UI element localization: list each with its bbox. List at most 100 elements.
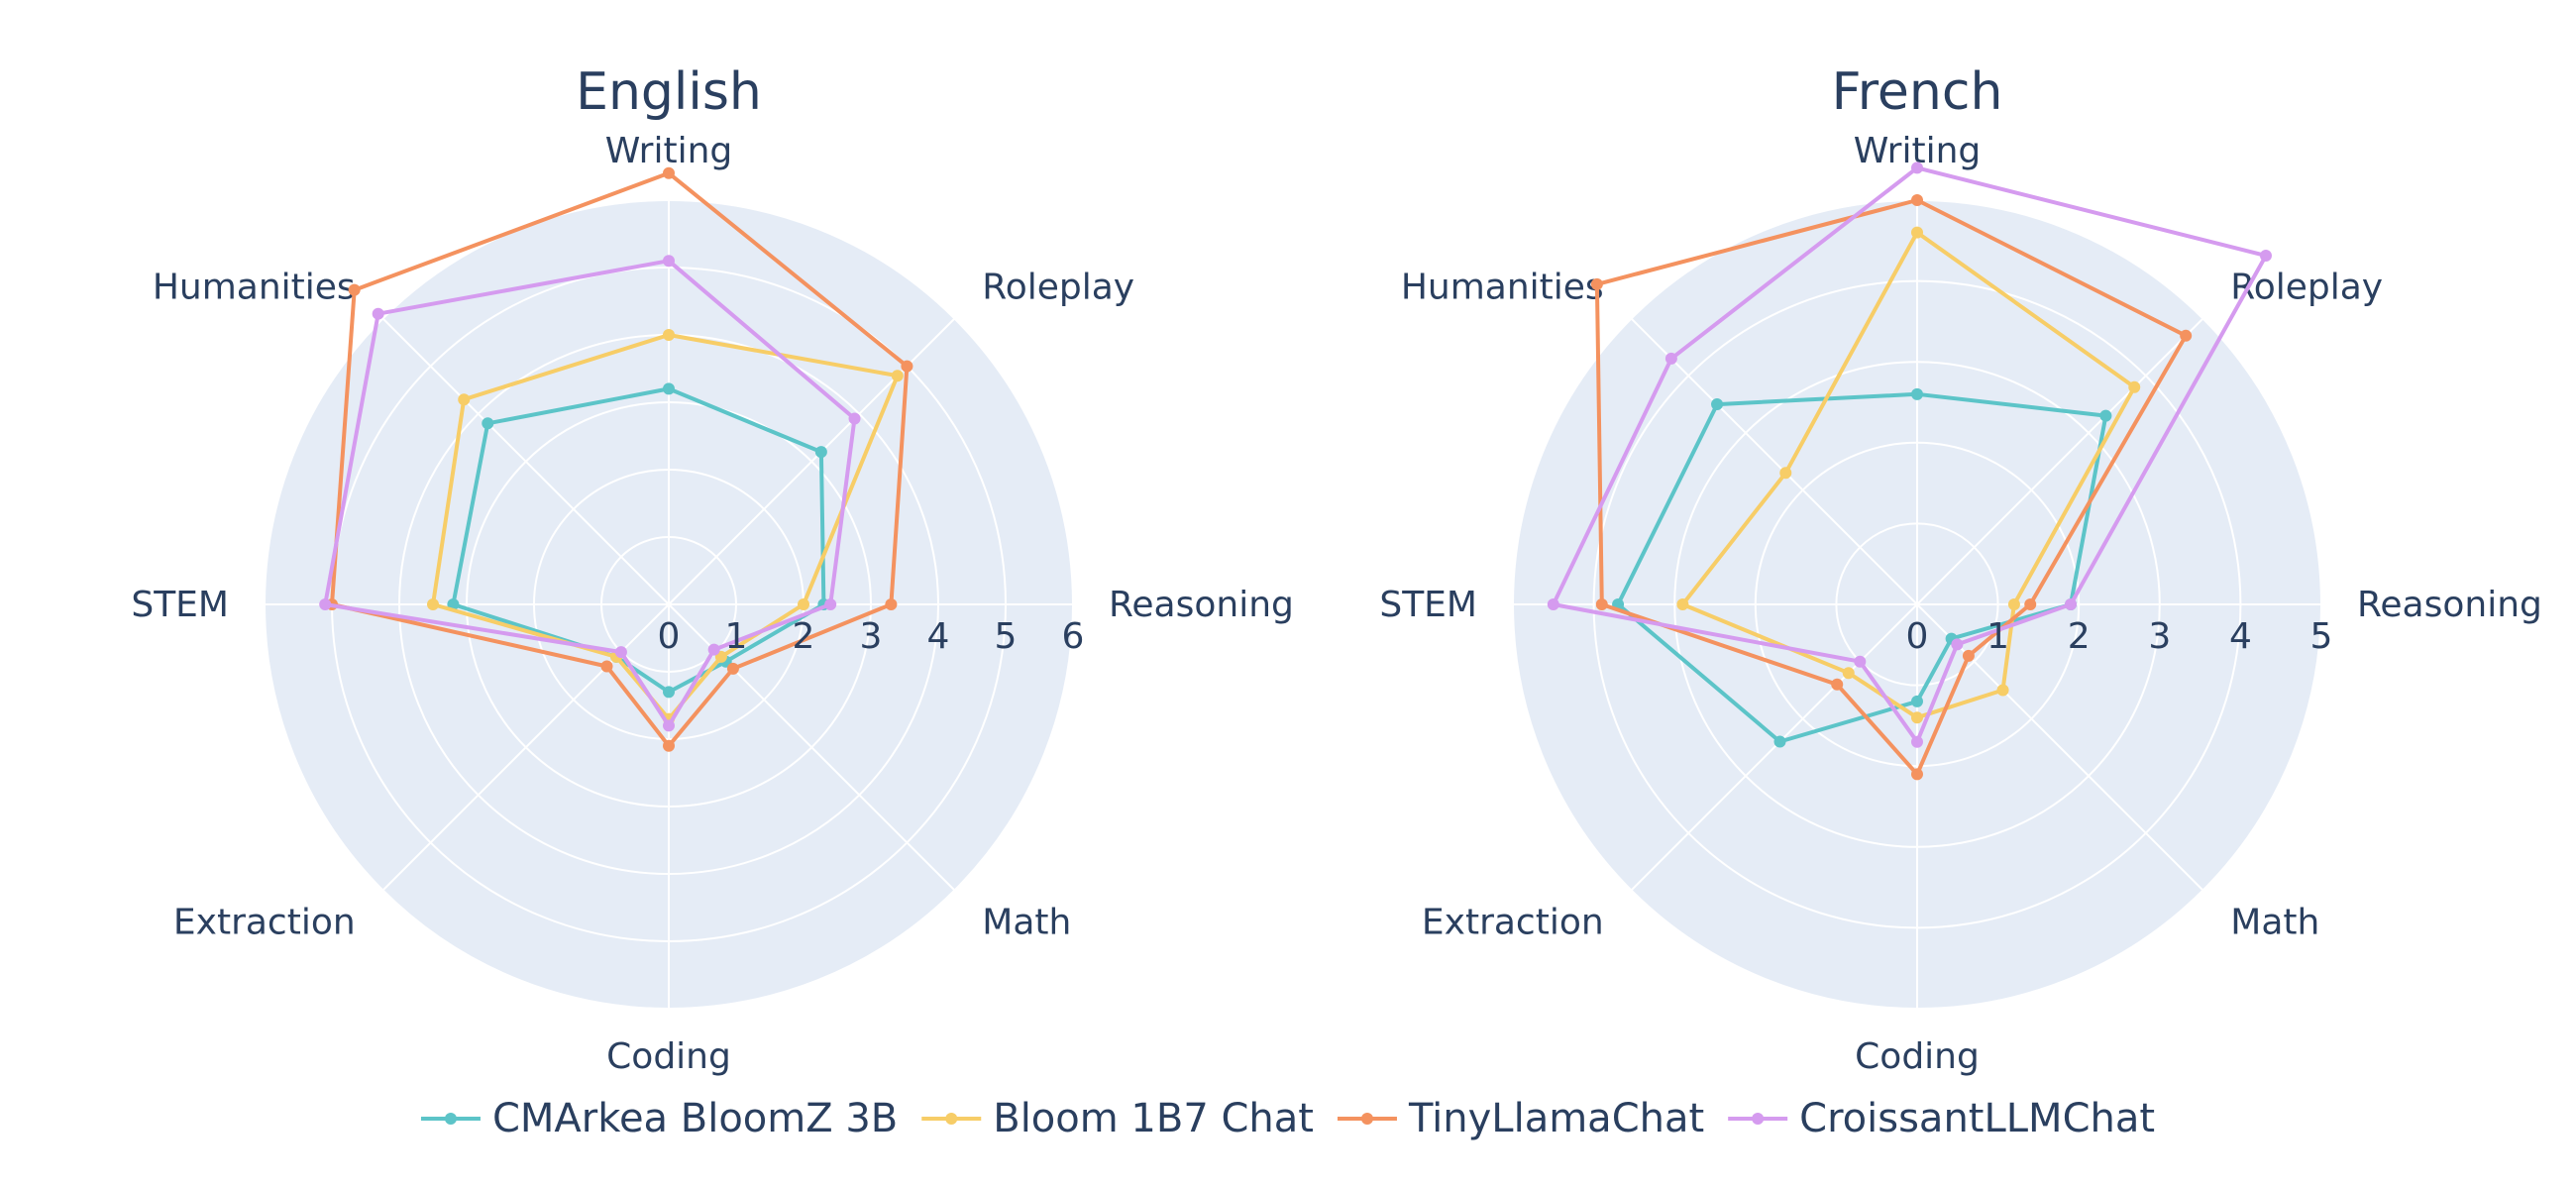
- legend-item-tinyllamachat[interactable]: TinyLlamaChat: [1337, 1096, 1704, 1141]
- chart-title: French: [1832, 62, 2003, 122]
- grid-spoke: [1630, 603, 1918, 892]
- axis-label-coding: Coding: [1855, 1036, 1980, 1077]
- radial-tick-label: 0: [658, 616, 681, 657]
- data-point-humanities: [348, 283, 361, 296]
- data-point-reasoning: [798, 598, 809, 610]
- data-point-reasoning: [885, 598, 898, 610]
- legend-swatch-marker: [1752, 1113, 1765, 1125]
- data-point-humanities: [1779, 467, 1792, 480]
- data-point-math: [726, 662, 739, 675]
- data-point-reasoning: [2065, 598, 2078, 610]
- data-point-extraction: [1773, 735, 1786, 748]
- axis-label-math: Math: [2230, 902, 2319, 942]
- data-point-humanities: [458, 393, 471, 406]
- series-bloom-1b7-chat: [1676, 226, 2141, 724]
- legend-swatch-marker: [1360, 1113, 1373, 1125]
- data-point-humanities: [1664, 352, 1677, 365]
- legend-item-bloom-1b7-chat[interactable]: Bloom 1B7 Chat: [921, 1096, 1314, 1141]
- axis-label-extraction: Extraction: [173, 902, 356, 942]
- data-point-writing: [1911, 162, 1923, 174]
- axis-label-reasoning: Reasoning: [2357, 585, 2542, 625]
- axis-label-reasoning: Reasoning: [1109, 585, 1294, 625]
- data-point-coding: [663, 739, 675, 752]
- data-point-writing: [1911, 194, 1923, 206]
- data-point-roleplay: [2180, 329, 2193, 342]
- axis-label-humanities: Humanities: [153, 268, 356, 308]
- data-point-extraction: [1854, 655, 1867, 668]
- data-point-stem: [1676, 598, 1689, 610]
- axis-label-stem: STEM: [131, 585, 229, 625]
- series-tinyllamachat: [326, 166, 913, 752]
- data-point-humanities: [482, 417, 494, 430]
- radial-tick-label: 4: [927, 616, 950, 657]
- data-point-coding: [663, 686, 675, 699]
- grid-spoke: [1916, 317, 2204, 605]
- axis-label-humanities: Humanities: [1401, 268, 1604, 308]
- data-point-roleplay: [814, 446, 827, 459]
- radial-tick-label: 2: [793, 616, 815, 657]
- axis-label-writing: Writing: [605, 131, 733, 171]
- axis-label-coding: Coding: [606, 1036, 731, 1077]
- series-tinyllamachat: [1590, 194, 2193, 781]
- data-point-reasoning: [2007, 598, 2020, 610]
- data-point-reasoning: [2024, 598, 2037, 610]
- data-point-humanities: [372, 307, 384, 320]
- data-point-stem: [1547, 598, 1559, 610]
- chart-title: English: [576, 62, 762, 122]
- data-point-writing: [663, 329, 675, 341]
- legend-label: CroissantLLMChat: [1799, 1096, 2155, 1141]
- data-point-math: [1962, 649, 1975, 662]
- data-point-roleplay: [901, 360, 913, 373]
- data-point-writing: [663, 255, 675, 268]
- data-point-coding: [1911, 711, 1923, 724]
- legend: CMArkea BloomZ 3B Bloom 1B7 Chat TinyLlama…: [420, 1096, 2155, 1141]
- legend-label: CMArkea BloomZ 3B: [492, 1096, 898, 1141]
- data-point-extraction: [614, 646, 627, 659]
- data-point-writing: [1911, 226, 1923, 239]
- data-point-roleplay: [2259, 250, 2272, 263]
- radial-tick-label: 2: [2068, 616, 2091, 657]
- radial-tick-label: 6: [1062, 616, 1085, 657]
- data-point-reasoning: [824, 598, 837, 610]
- axis-label-stem: STEM: [1379, 585, 1477, 625]
- data-point-extraction: [1831, 678, 1844, 691]
- series-cmarkea-bloomz-3b: [1612, 387, 2112, 748]
- data-point-coding: [1911, 768, 1923, 781]
- panel-french: FrenchWritingRoleplayReasoningMathCoding…: [1379, 62, 2542, 1077]
- radial-tick-label: 1: [1986, 616, 2009, 657]
- data-point-extraction: [600, 660, 613, 673]
- data-point-stem: [1595, 598, 1608, 610]
- data-point-stem: [319, 598, 332, 610]
- data-point-writing: [1911, 387, 1923, 400]
- axis-label-roleplay: Roleplay: [2230, 268, 2383, 308]
- panel-english: English Writing Roleplay Reasoning Math Codin…: [131, 62, 1294, 1077]
- data-point-stem: [427, 598, 439, 610]
- legend-item-cmarkea-bloomz-3b[interactable]: CMArkea BloomZ 3B: [420, 1096, 898, 1141]
- grid-spoke: [1630, 317, 1918, 605]
- data-point-roleplay: [848, 412, 861, 425]
- legend-item-croissantllmchat[interactable]: CroissantLLMChat: [1728, 1096, 2155, 1141]
- radial-tick-label: 5: [2310, 616, 2333, 657]
- data-point-math: [1996, 684, 2009, 697]
- axis-label-math: Math: [982, 902, 1071, 942]
- data-point-coding: [663, 719, 675, 732]
- radial-tick-label: 0: [1906, 616, 1929, 657]
- series-croissantllmchat: [319, 255, 861, 732]
- data-point-humanities: [1590, 277, 1603, 290]
- data-point-extraction: [1842, 667, 1855, 680]
- data-point-roleplay: [2128, 380, 2141, 393]
- series-croissantllmchat: [1547, 162, 2272, 748]
- radial-tick-label: 3: [2148, 616, 2171, 657]
- data-point-humanities: [1711, 398, 1724, 411]
- data-point-writing: [663, 166, 675, 179]
- data-point-roleplay: [891, 370, 904, 382]
- axis-label-roleplay: Roleplay: [982, 268, 1134, 308]
- radial-tick-label: 3: [860, 616, 883, 657]
- radial-tick-label: 5: [995, 616, 1018, 657]
- data-point-writing: [663, 382, 675, 395]
- data-point-math: [707, 643, 720, 656]
- radial-tick-label: 4: [2229, 616, 2252, 657]
- grid-spoke: [381, 317, 670, 605]
- data-point-math: [1951, 638, 1964, 651]
